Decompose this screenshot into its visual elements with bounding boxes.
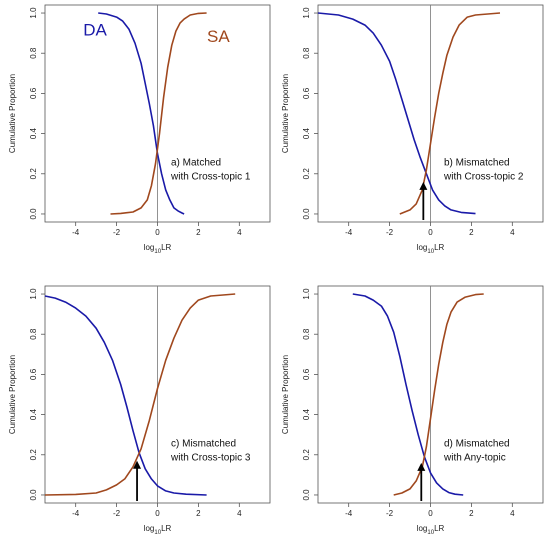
panel-annotation: c) Mismatched	[171, 439, 236, 450]
series-line-da	[317, 12, 476, 215]
y-tick-label: 0.8	[29, 47, 38, 59]
panel-annotation: with Cross-topic 3	[170, 453, 251, 464]
y-tick-label: 0.6	[29, 368, 38, 380]
y-tick-label: 1.0	[29, 288, 38, 300]
x-tick-label: 0	[428, 509, 433, 518]
x-tick-label: -2	[386, 509, 394, 518]
x-tick-label: -4	[72, 509, 80, 518]
arrow-head	[417, 462, 426, 471]
x-tick-label: 0	[155, 509, 160, 518]
x-tick-label: 2	[469, 228, 474, 237]
x-tick-label: -4	[345, 509, 353, 518]
x-tick-label: -4	[345, 228, 353, 237]
series-line-sa	[393, 293, 484, 496]
y-axis-label: Cumulative Proportion	[281, 74, 290, 153]
x-axis-label: log10LR	[144, 524, 172, 536]
y-tick-label: 1.0	[302, 7, 311, 19]
x-tick-label: -2	[113, 509, 121, 518]
y-tick-label: 0.6	[302, 87, 311, 99]
y-axis-label: Cumulative Proportion	[8, 355, 17, 434]
y-tick-label: 0.2	[302, 168, 311, 180]
y-tick-label: 0.2	[302, 449, 311, 461]
y-tick-label: 1.0	[302, 288, 311, 300]
y-tick-label: 0.0	[302, 489, 311, 501]
x-tick-label: 4	[237, 509, 242, 518]
x-axis-label: log10LR	[417, 524, 445, 536]
panel-annotation: with Cross-topic 1	[170, 172, 251, 183]
arrow-head	[419, 181, 428, 190]
y-tick-label: 0.0	[302, 208, 311, 220]
y-tick-label: 0.8	[29, 328, 38, 340]
x-tick-label: -4	[72, 228, 80, 237]
panel-annotation: a) Matched	[171, 158, 221, 169]
chart-panel-bottom-left: -4 -2 0 2 4 0.0 0.2 0.4 0.6 0.8 1.0 log10LR Cumulati…	[8, 285, 271, 536]
panel-annotation: with Cross-topic 2	[443, 172, 524, 183]
panel-annotation: with Any-topic	[443, 453, 506, 464]
y-axis-label: Cumulative Proportion	[281, 355, 290, 434]
x-tick-label: 4	[237, 228, 242, 237]
chart-panel-bottom-right: -4 -2 0 2 4 0.0 0.2 0.4 0.6 0.8 1.0 log10LR Cumulati…	[281, 285, 544, 536]
series-line-da	[44, 295, 207, 496]
y-tick-label: 0.0	[29, 208, 38, 220]
x-tick-label: -2	[113, 228, 121, 237]
y-tick-label: 0.4	[29, 408, 38, 420]
series-line-da	[98, 12, 185, 215]
x-tick-label: 2	[469, 509, 474, 518]
y-axis-label: Cumulative Proportion	[8, 74, 17, 153]
y-tick-label: 0.4	[302, 408, 311, 420]
y-tick-label: 0.2	[29, 449, 38, 461]
x-tick-label: 0	[155, 228, 160, 237]
y-tick-label: 1.0	[29, 7, 38, 19]
x-axis-label: log10LR	[417, 243, 445, 255]
series-line-da	[352, 293, 464, 496]
series-line-sa	[44, 293, 236, 496]
y-tick-label: 0.2	[29, 168, 38, 180]
series-line-sa	[110, 12, 207, 215]
x-tick-label: 4	[510, 509, 515, 518]
series-line-sa	[399, 12, 501, 215]
arrow-head	[133, 460, 142, 469]
panel-annotation: b) Mismatched	[444, 158, 510, 169]
y-tick-label: 0.6	[29, 87, 38, 99]
x-tick-label: 2	[196, 228, 201, 237]
x-tick-label: 0	[428, 228, 433, 237]
x-tick-label: -2	[386, 228, 394, 237]
y-tick-label: 0.8	[302, 328, 311, 340]
y-tick-label: 0.4	[29, 127, 38, 139]
series-label-sa: SA	[207, 27, 230, 46]
y-tick-label: 0.8	[302, 47, 311, 59]
series-label-da: DA	[83, 20, 107, 39]
panel-annotation: d) Mismatched	[444, 439, 510, 450]
y-tick-label: 0.0	[29, 489, 38, 501]
chart-panel-top-left: -4 -2 0 2 4 0.0 0.2 0.4 0.6 0.8 1.0 log10LR Cumulati…	[8, 4, 271, 255]
x-axis-label: log10LR	[144, 243, 172, 255]
x-tick-label: 2	[196, 509, 201, 518]
y-tick-label: 0.4	[302, 127, 311, 139]
x-tick-label: 4	[510, 228, 515, 237]
y-tick-label: 0.6	[302, 368, 311, 380]
chart-panel-top-right: -4 -2 0 2 4 0.0 0.2 0.4 0.6 0.8 1.0 log10LR Cumulati…	[281, 4, 544, 255]
